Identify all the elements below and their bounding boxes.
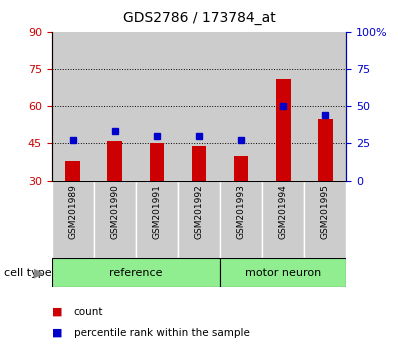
Bar bbox=[262, 181, 304, 258]
Text: GSM201994: GSM201994 bbox=[279, 184, 288, 239]
Bar bbox=[220, 181, 262, 258]
Text: reference: reference bbox=[109, 268, 163, 278]
Bar bbox=[304, 181, 346, 258]
Text: GDS2786 / 173784_at: GDS2786 / 173784_at bbox=[123, 11, 275, 25]
Bar bbox=[52, 258, 220, 287]
Text: ▶: ▶ bbox=[34, 266, 43, 279]
Bar bbox=[304, 32, 346, 181]
Text: GSM201991: GSM201991 bbox=[152, 184, 162, 239]
Bar bbox=[178, 32, 220, 181]
Bar bbox=[52, 181, 94, 258]
Bar bbox=[192, 146, 206, 181]
Bar bbox=[150, 143, 164, 181]
Text: cell type: cell type bbox=[4, 268, 52, 278]
Text: ■: ■ bbox=[52, 328, 62, 338]
Text: GSM201990: GSM201990 bbox=[110, 184, 119, 239]
Bar bbox=[276, 79, 291, 181]
Bar bbox=[234, 156, 248, 181]
Bar bbox=[65, 161, 80, 181]
Text: count: count bbox=[74, 307, 103, 316]
Bar bbox=[220, 258, 346, 287]
Text: GSM201992: GSM201992 bbox=[195, 184, 203, 239]
Text: GSM201993: GSM201993 bbox=[236, 184, 246, 239]
Bar bbox=[94, 32, 136, 181]
Text: percentile rank within the sample: percentile rank within the sample bbox=[74, 328, 250, 338]
Bar bbox=[94, 181, 136, 258]
Bar bbox=[318, 119, 333, 181]
Text: GSM201989: GSM201989 bbox=[68, 184, 77, 239]
Text: ■: ■ bbox=[52, 307, 62, 316]
Text: GSM201995: GSM201995 bbox=[321, 184, 330, 239]
Bar bbox=[52, 32, 94, 181]
Bar bbox=[220, 32, 262, 181]
Text: motor neuron: motor neuron bbox=[245, 268, 321, 278]
Bar bbox=[107, 141, 122, 181]
Bar bbox=[262, 32, 304, 181]
Bar bbox=[178, 181, 220, 258]
Bar bbox=[136, 32, 178, 181]
Bar bbox=[136, 181, 178, 258]
